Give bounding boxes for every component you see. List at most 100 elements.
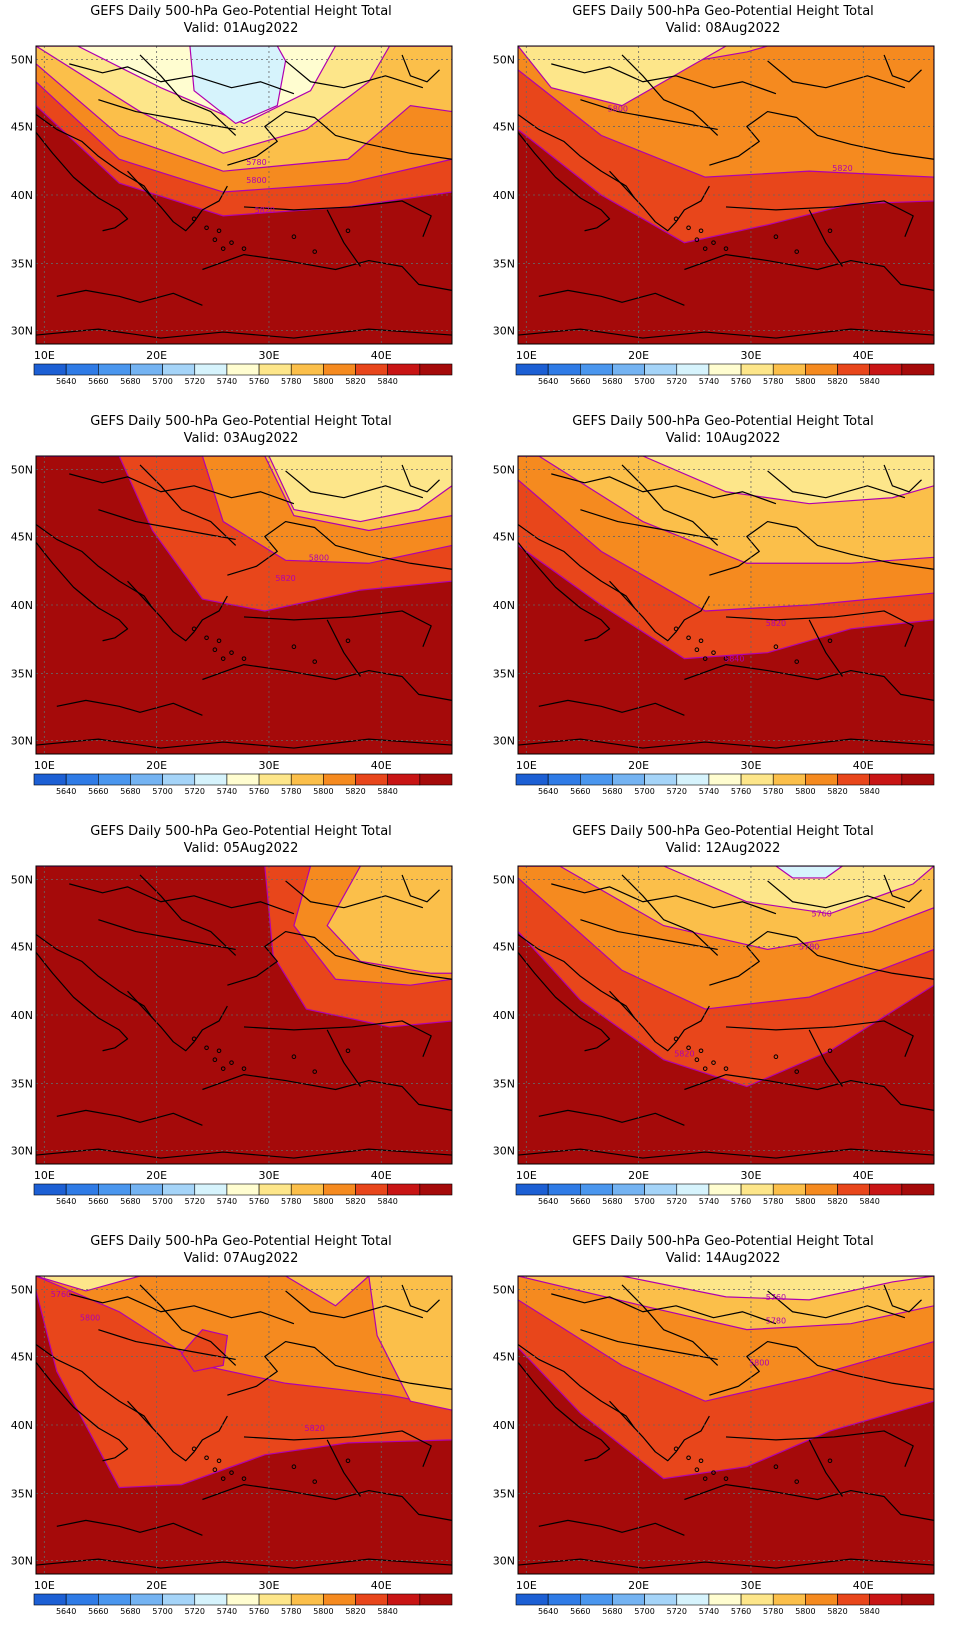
coastline — [326, 209, 361, 267]
colorbar-swatch — [580, 363, 613, 376]
colorbar-swatch — [676, 1593, 710, 1606]
colorbar-label: 5640 — [56, 1607, 76, 1616]
plot-frame — [517, 1275, 935, 1575]
colorbar-label: 5760 — [249, 377, 269, 386]
coastline — [725, 1020, 914, 1057]
colorbar-label: 5740 — [217, 787, 237, 796]
lat-tick-label: 40N — [11, 1009, 33, 1022]
coastline — [326, 1439, 361, 1497]
lat-tick-label: 30N — [493, 1145, 515, 1158]
island — [291, 644, 297, 650]
island — [827, 1458, 833, 1464]
coastline — [808, 1439, 843, 1497]
island — [723, 656, 729, 661]
fill-blob-below_5740 — [774, 866, 844, 879]
colorbar-label: 5660 — [570, 787, 590, 796]
coastline — [883, 1284, 922, 1313]
colorbar-swatch — [708, 363, 742, 376]
fill-blob-5780_5800 — [326, 866, 452, 974]
coastline — [401, 464, 440, 493]
colorbar-label: 5780 — [281, 1607, 301, 1616]
island — [827, 228, 833, 234]
colorbar-label: 5820 — [345, 1607, 365, 1616]
coastline — [36, 934, 153, 1019]
colorbar-swatch — [258, 1183, 292, 1196]
colorbar-swatch — [387, 363, 421, 376]
island — [694, 1057, 700, 1062]
coastline — [518, 524, 635, 609]
island — [723, 246, 729, 251]
colorbar-swatch — [612, 1593, 645, 1606]
colorbar-label: 5720 — [185, 1197, 205, 1206]
coastline — [285, 60, 424, 89]
contour-label: 5800 — [80, 1314, 100, 1323]
coastline — [808, 1029, 843, 1087]
map-field: 5800 5820 — [518, 46, 934, 344]
coastline — [127, 1400, 228, 1462]
colorbar-swatch — [226, 1593, 260, 1606]
colorbar-swatch — [65, 363, 99, 376]
coastline — [518, 1344, 635, 1429]
fill-blob-5760_5780 — [36, 1276, 141, 1292]
lon-tick-label: 30E — [740, 1169, 761, 1182]
island — [241, 656, 247, 661]
coastline — [56, 1519, 203, 1536]
fill-band-5760_5780 — [518, 1276, 934, 1301]
coastline — [139, 464, 237, 546]
lat-tick-label: 35N — [11, 668, 33, 681]
island — [794, 1069, 800, 1074]
colorbar-swatch — [355, 773, 388, 786]
coastline — [127, 580, 228, 642]
island — [220, 246, 226, 251]
coastline — [580, 919, 718, 951]
panel-title: GEFS Daily 500-hPa Geo-Potential Height … — [572, 4, 874, 19]
coastline — [36, 1344, 153, 1429]
colorbar-swatch — [98, 773, 131, 786]
colorbar-swatch — [740, 1183, 774, 1196]
colorbar-swatch — [901, 1183, 935, 1196]
island — [216, 228, 222, 234]
lon-tick-label: 40E — [371, 1169, 392, 1182]
coastline — [518, 952, 611, 1052]
colorbar-label: 5640 — [538, 1197, 558, 1206]
contour-label: 5760 — [51, 1290, 71, 1299]
colorbar-swatch — [65, 1593, 99, 1606]
colorbar-swatch — [290, 1183, 324, 1196]
coastline — [401, 1284, 440, 1313]
lon-tick-label: 20E — [146, 1579, 167, 1592]
island — [673, 216, 679, 222]
colorbar-swatch — [258, 1593, 292, 1606]
colorbar-label: 5740 — [699, 377, 719, 386]
colorbar-label: 5640 — [56, 787, 76, 796]
colorbar-label: 5720 — [667, 1197, 687, 1206]
colorbar-swatch — [740, 773, 774, 786]
coastline — [518, 1148, 934, 1159]
lon-tick-label: 10E — [34, 1169, 55, 1182]
colorbar-swatch — [162, 363, 196, 376]
lon-tick-label: 40E — [853, 1579, 874, 1592]
colorbar-label: 5740 — [699, 1607, 719, 1616]
coastline — [609, 580, 710, 642]
coastline — [725, 610, 914, 647]
lon-tick-label: 30E — [258, 759, 279, 772]
colorbar-swatch — [419, 773, 453, 786]
colorbar-label: 5800 — [313, 1607, 333, 1616]
island — [711, 1060, 716, 1065]
plot-frame — [517, 865, 935, 1165]
lon-tick-label: 30E — [258, 349, 279, 362]
contour-label: 5800 — [309, 553, 329, 562]
coastline — [538, 1109, 685, 1126]
contour-label: 5820 — [766, 619, 786, 628]
colorbar-label: 5800 — [795, 787, 815, 796]
colorbar-label: 5760 — [249, 787, 269, 796]
colorbar-swatch — [580, 1183, 613, 1196]
lat-tick-label: 35N — [11, 258, 33, 271]
island — [723, 1476, 729, 1481]
colorbar-swatch — [772, 363, 806, 376]
island — [702, 246, 708, 251]
coastline — [36, 328, 452, 339]
contour-label: 5820 — [275, 574, 295, 583]
island — [212, 1467, 218, 1472]
colorbar-swatch — [387, 1183, 421, 1196]
colorbar-label: 5700 — [152, 1607, 172, 1616]
